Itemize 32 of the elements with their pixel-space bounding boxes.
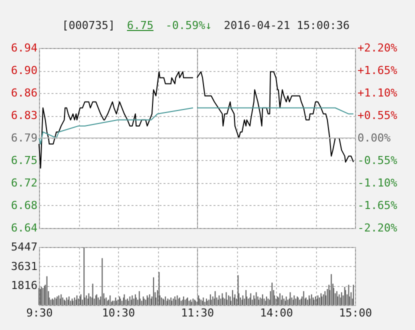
text: +1.10%	[358, 86, 398, 100]
y-tick-label: 6.94	[11, 42, 38, 54]
line-series	[38, 107, 194, 145]
y-tick-label: 1816	[11, 279, 38, 292]
y-tick-label: 6.75	[11, 154, 38, 167]
text: -2.20%	[358, 222, 398, 234]
y-tick-label: 6.86	[11, 86, 38, 100]
y-tick-label: 5447	[11, 240, 38, 254]
y-tick-label: 6.90	[11, 64, 38, 78]
line-series	[38, 71, 194, 169]
text: -1.65%	[358, 199, 398, 212]
x-tick-label: 11:30	[180, 306, 214, 320]
text: -1.10%	[358, 176, 398, 190]
y-tick-label: 6.72	[11, 176, 38, 190]
text: +0.55%	[358, 109, 398, 122]
y-tick-label: 6.64	[11, 222, 38, 234]
x-tick-label: 14:00	[260, 306, 294, 320]
x-tick-label: 10:30	[102, 306, 136, 320]
text: +1.65%	[358, 64, 398, 77]
y-tick-label: 3631	[11, 260, 38, 273]
text: -0.55%	[358, 154, 398, 167]
text: 2016-04-21 15:00:36	[224, 19, 350, 32]
text: +2.20%	[358, 42, 398, 54]
x-tick-label: 15:00	[338, 306, 372, 320]
text: 0.00%	[358, 132, 391, 144]
text: -0.59%↓	[165, 19, 212, 32]
text: 6.75	[126, 19, 154, 32]
y-tick-label: 6.83	[11, 109, 38, 122]
y-tick-label: 6.79	[11, 132, 38, 144]
y-tick-label: 6.68	[11, 198, 38, 212]
chart-title: [000735]	[62, 19, 115, 32]
x-tick-label: 9:30	[26, 306, 53, 320]
